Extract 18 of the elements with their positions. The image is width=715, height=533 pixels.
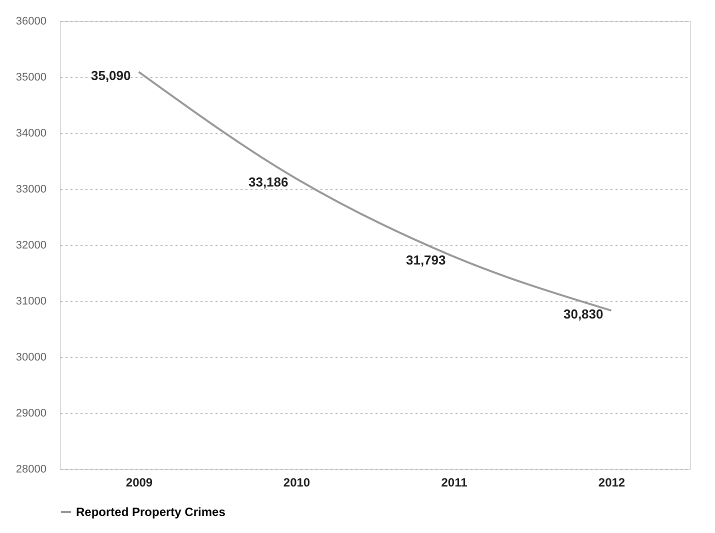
y-tick-label: 28000 [16,464,46,476]
y-tick-label: 29000 [16,408,46,420]
x-tick-label: 2011 [441,476,468,490]
y-tick-label: 33000 [16,184,46,196]
x-tick-label: 2010 [283,476,310,490]
y-tick-label: 35000 [16,72,46,84]
legend-label: Reported Property Crimes [76,505,226,519]
y-tick-label: 34000 [16,128,46,140]
text: 35,090 [90,68,131,83]
y-tick-label: 31000 [16,296,46,308]
text: 33,186 [248,174,288,190]
y-tick-label: 36000 [16,16,46,28]
y-tick-label: 32000 [16,240,46,252]
x-tick-label: 2009 [126,476,153,490]
text: 31,793 [406,252,446,268]
y-tick-label: 30000 [16,352,46,364]
x-tick-label: 2012 [598,476,626,490]
text: 30,830 [563,306,604,322]
